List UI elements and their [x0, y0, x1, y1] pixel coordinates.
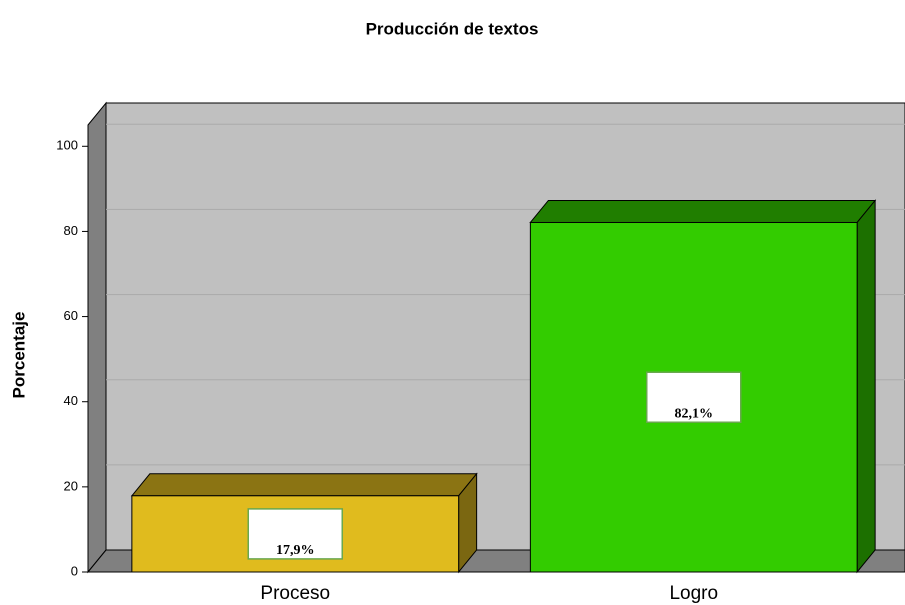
left-wall [87, 101, 107, 574]
value-label: 82,1% [675, 406, 714, 421]
y-tick-label: 100 [56, 138, 78, 153]
y-tick-label: 60 [64, 308, 78, 323]
x-tick-label: Logro [669, 583, 718, 604]
value-label: 17,9% [276, 543, 315, 558]
x-tick-label: Proceso [260, 583, 330, 604]
bar-top [130, 473, 478, 497]
y-tick-label: 0 [71, 563, 78, 578]
value-label-box [247, 508, 343, 560]
y-axis-label: Porcentaje [9, 312, 28, 399]
chart-title: Producción de textos [366, 19, 539, 38]
bar-side [856, 199, 876, 574]
y-tick-label: 80 [64, 223, 78, 238]
bar-top [529, 199, 877, 223]
y-tick-label: 20 [64, 478, 78, 493]
value-label-box [646, 371, 742, 423]
y-tick-label: 40 [64, 393, 78, 408]
